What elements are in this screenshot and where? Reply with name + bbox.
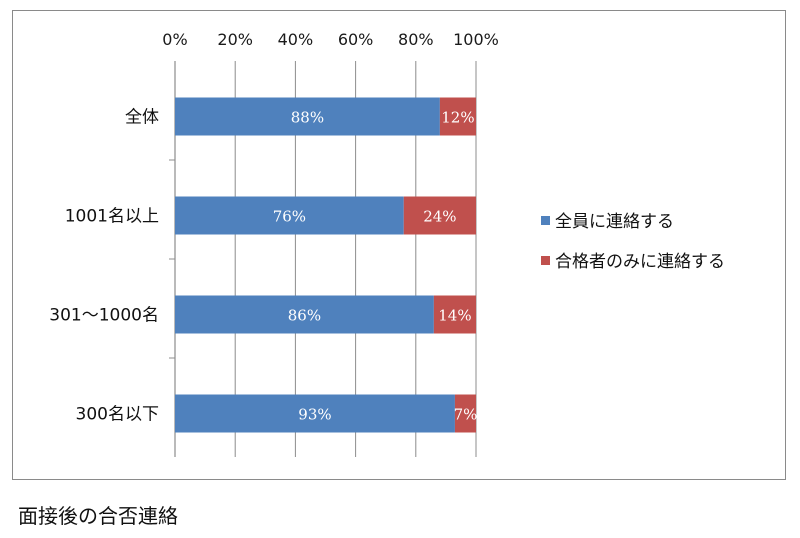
category-label: 全体 (125, 108, 159, 128)
chart-caption: 面接後の合否連絡 (18, 504, 178, 528)
bar-segment-passed-only (403, 196, 476, 235)
bar-segment-all (175, 196, 404, 235)
legend-label-passed-only: 合格者のみに連絡する (555, 252, 725, 272)
x-tick-label: 60% (338, 30, 374, 49)
data-label: 24% (423, 208, 456, 226)
x-tick-label: 80% (398, 30, 434, 49)
category-label: 1001名以上 (65, 207, 159, 227)
x-tick-label: 40% (278, 30, 314, 49)
bar-segment-all (175, 394, 455, 433)
bar-segment-passed-only (433, 295, 476, 334)
chart-frame: 0% 20% 40% 60% 80% 100% 全体 88% 12% 1001名以上 76% 24% 3… (12, 10, 786, 480)
data-label: 88% (291, 109, 324, 127)
data-label: 12% (441, 109, 474, 127)
x-tick-label: 20% (217, 30, 253, 49)
bar-segment-passed-only (454, 394, 476, 433)
category-label: 301～1000名 (49, 306, 159, 326)
data-label: 7% (454, 406, 478, 424)
stacked-bar-chart: 0% 20% 40% 60% 80% 100% 全体 88% 12% 1001名以上 76% 24% 3… (49, 30, 725, 457)
bar-segment-all (175, 97, 440, 136)
bar-segment-passed-only (439, 97, 476, 136)
legend-swatch-passed-only (541, 256, 550, 265)
x-tick-label: 0% (162, 30, 187, 49)
data-label: 76% (273, 208, 306, 226)
data-label: 86% (288, 307, 321, 325)
category-label: 300名以下 (76, 405, 159, 425)
x-tick-label: 100% (453, 30, 499, 49)
legend-swatch-all (541, 216, 550, 225)
bar-segment-all (175, 295, 434, 334)
data-label: 93% (298, 406, 331, 424)
legend-label-all: 全員に連絡する (555, 212, 674, 232)
data-label: 14% (438, 307, 471, 325)
